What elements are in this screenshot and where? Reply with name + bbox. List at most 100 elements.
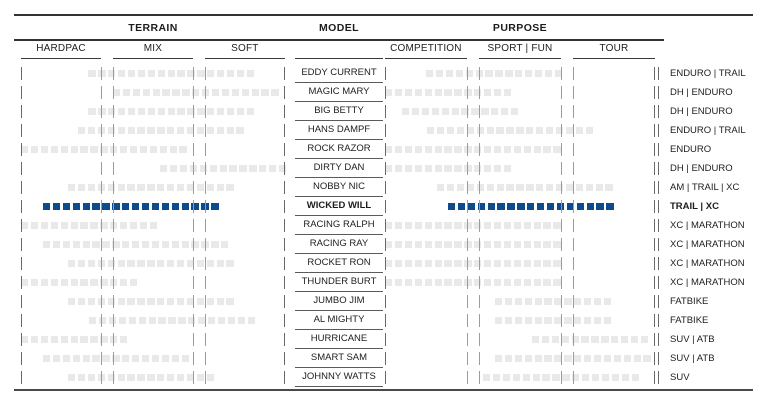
range-square (137, 298, 145, 305)
range-square (192, 89, 200, 96)
range-square (138, 317, 146, 324)
purpose-range-bar (385, 83, 655, 102)
range-square (424, 222, 432, 229)
category-label: FATBIKE (670, 296, 709, 307)
range-square (434, 241, 442, 248)
range-square (474, 279, 482, 286)
column-boundary-tick (478, 105, 480, 118)
range-square (216, 127, 224, 134)
range-square (526, 184, 534, 191)
range-square (127, 127, 135, 134)
range-square-highlight (487, 203, 495, 210)
column-boundary-tick (478, 276, 480, 289)
range-square (237, 317, 245, 324)
range-square (601, 336, 609, 343)
range-square (108, 108, 116, 115)
category-boundary-tick (658, 200, 659, 213)
column-boundary-tick (654, 257, 655, 270)
category-cell: DH | ENDURO (658, 83, 753, 102)
range-square (112, 89, 121, 96)
range-square (601, 374, 610, 381)
column-boundary-tick (21, 219, 22, 232)
range-square (476, 127, 484, 134)
model-label: ROCKET RON (295, 254, 383, 273)
range-square (120, 279, 128, 286)
range-square (147, 108, 156, 115)
column-boundary-tick (561, 67, 563, 80)
range-square (117, 260, 125, 267)
range-square (159, 146, 167, 153)
terrain-range-bar (21, 349, 285, 368)
range-square-highlight (52, 203, 61, 210)
model-label: DIRTY DAN (295, 159, 383, 178)
range-square (199, 165, 208, 172)
range-square (261, 89, 269, 96)
range-square (137, 374, 145, 381)
range-square (404, 165, 413, 172)
column-boundary-tick (193, 314, 195, 327)
range-square (207, 317, 216, 324)
range-square (474, 241, 482, 248)
column-boundary-tick (21, 276, 22, 289)
range-square (168, 317, 176, 324)
category-cell: XC | MARATHON (658, 235, 753, 254)
range-square (464, 89, 472, 96)
purpose-range-bar (385, 330, 655, 349)
column-boundary-tick (21, 295, 22, 308)
column-boundary-tick (561, 143, 563, 156)
range-square (524, 317, 532, 324)
section-header-row: TERRAIN MODEL PURPOSE (14, 16, 753, 39)
range-square (427, 127, 435, 134)
column-boundary-tick (284, 371, 285, 384)
range-square (575, 127, 583, 134)
range-square (542, 374, 550, 381)
column-boundary-tick (21, 143, 22, 156)
range-square (179, 146, 187, 153)
column-boundary-tick (573, 86, 575, 99)
range-square (404, 89, 413, 96)
range-square (117, 127, 125, 134)
column-boundary-tick (100, 238, 102, 251)
category-label: XC | MARATHON (670, 258, 745, 269)
column-boundary-tick (193, 105, 195, 118)
column-boundary-tick (205, 276, 206, 289)
range-square (127, 260, 135, 267)
range-square (464, 146, 472, 153)
range-square (186, 298, 195, 305)
purpose-range-bar (385, 64, 655, 83)
range-square (534, 355, 542, 362)
range-square (176, 298, 185, 305)
range-square (454, 89, 462, 96)
column-boundary-tick (112, 200, 114, 213)
range-square (198, 317, 206, 324)
model-label: WICKED WILL (295, 197, 383, 216)
column-boundary-tick (466, 257, 468, 270)
column-boundary-tick (100, 257, 102, 270)
range-square (474, 165, 482, 172)
model-label: JOHNNY WATTS (295, 368, 383, 387)
range-square (523, 279, 531, 286)
range-square (444, 222, 452, 229)
range-square (60, 279, 68, 286)
category-cell: XC | MARATHON (658, 273, 753, 292)
range-square (226, 298, 234, 305)
range-square (80, 222, 88, 229)
range-square (522, 374, 530, 381)
range-square (544, 70, 553, 77)
range-square (88, 70, 96, 77)
column-boundary-tick (478, 181, 480, 194)
purpose-range-bar (385, 349, 655, 368)
range-square (454, 165, 462, 172)
column-boundary-tick (100, 105, 102, 118)
range-square-highlight (122, 203, 130, 210)
column-boundary-tick (478, 86, 480, 99)
range-square (484, 165, 492, 172)
column-boundary-tick (21, 67, 22, 80)
range-square (147, 184, 155, 191)
range-square (177, 108, 185, 115)
range-square (493, 260, 502, 267)
column-boundary-tick (478, 257, 480, 270)
range-square (21, 279, 29, 286)
range-square (582, 374, 590, 381)
range-square (434, 222, 442, 229)
